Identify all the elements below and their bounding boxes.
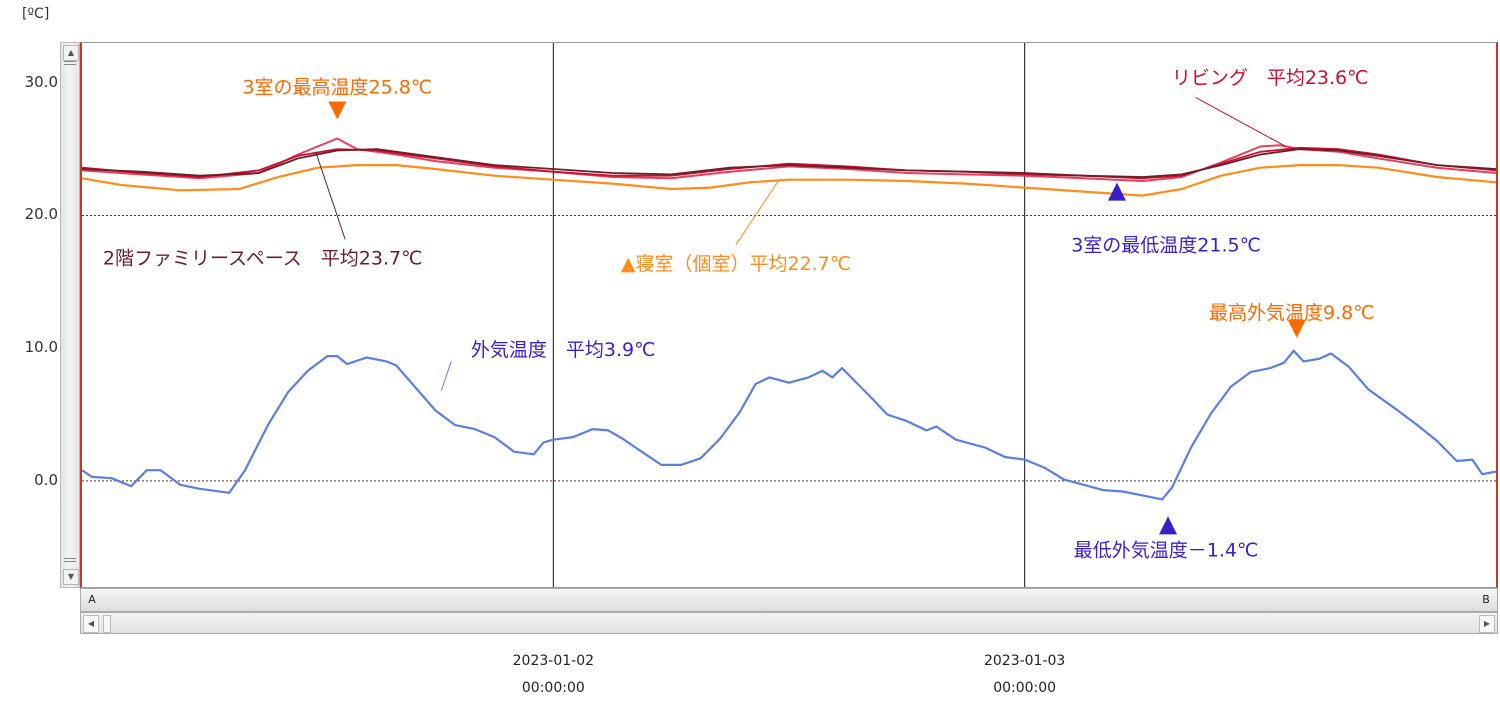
x-tick-label: 2023-01-02 00:00:00 (483, 648, 623, 702)
x-tick-date: 2023-01-02 (512, 653, 595, 669)
series-line-bedroom (82, 163, 1496, 197)
scroll-down-arrow-icon[interactable]: ▼ (63, 569, 79, 585)
series-line-outdoor (82, 349, 1496, 501)
annotation-leader-line (735, 179, 780, 245)
x-tick-date: 2023-01-03 (983, 653, 1066, 669)
y-tick-label: 0.0 (34, 470, 58, 489)
annotation-label: 2階ファミリースペース 平均23.7℃ (103, 248, 423, 270)
vertical-scrollbar[interactable]: ▲ ▼ (60, 42, 80, 588)
series-line-family-space (82, 148, 1496, 178)
scroll-thumb-top-grip-icon[interactable] (64, 61, 76, 65)
y-tick-label: 20.0 (24, 205, 58, 224)
annotation-label: 最高外気温度9.8℃ (1209, 302, 1375, 324)
horizontal-scrollbar[interactable]: ◀ ▶ (80, 612, 1498, 634)
x-tick-label: 2023-01-03 00:00:00 (955, 648, 1095, 702)
annotation-leader-line (315, 151, 346, 240)
x-tick-time: 00:00:00 (521, 680, 585, 696)
series-line-room3 (82, 137, 1496, 182)
y-axis-unit-label: [ºC] (22, 6, 50, 22)
annotation-label: 3室の最低温度21.5℃ (1071, 234, 1261, 256)
annotation-label: 最低外気温度－1.4℃ (1074, 539, 1259, 561)
range-start-handle[interactable]: A (88, 593, 96, 606)
annotation-label: 3室の最高温度25.8℃ (242, 77, 432, 99)
y-tick-label: 10.0 (24, 338, 58, 357)
range-selector-bar[interactable]: A B (80, 588, 1498, 612)
min-marker-icon (1107, 182, 1126, 201)
scroll-right-arrow-icon[interactable]: ▶ (1479, 615, 1495, 633)
chart-plot-area: 3室の最高温度25.8℃ リビング 平均23.6℃ 2階ファミリースペース 平均23… (80, 42, 1498, 588)
annotation-leader-line (1195, 96, 1287, 147)
temperature-chart: 3室の最高温度25.8℃ リビング 平均23.6℃ 2階ファミリースペース 平均23… (82, 43, 1496, 587)
scroll-up-arrow-icon[interactable]: ▲ (63, 45, 79, 61)
min-marker-icon (1159, 516, 1178, 535)
annotation-label: リビング 平均23.6℃ (1172, 67, 1369, 89)
scroll-thumb[interactable] (103, 615, 111, 633)
series-line-living (82, 146, 1496, 180)
max-marker-icon (328, 101, 347, 120)
scroll-left-arrow-icon[interactable]: ◀ (83, 615, 99, 633)
y-tick-label: 30.0 (24, 72, 58, 91)
scroll-thumb-bottom-grip-icon[interactable] (64, 558, 76, 562)
max-marker-icon (1287, 319, 1306, 338)
annotation-leader-line (440, 361, 452, 391)
annotation-label: ▲寝室（個室）平均22.7℃ (621, 253, 851, 275)
annotation-label: 外気温度 平均3.9℃ (471, 339, 656, 361)
range-end-handle[interactable]: B (1482, 593, 1490, 606)
x-tick-time: 00:00:00 (993, 680, 1057, 696)
